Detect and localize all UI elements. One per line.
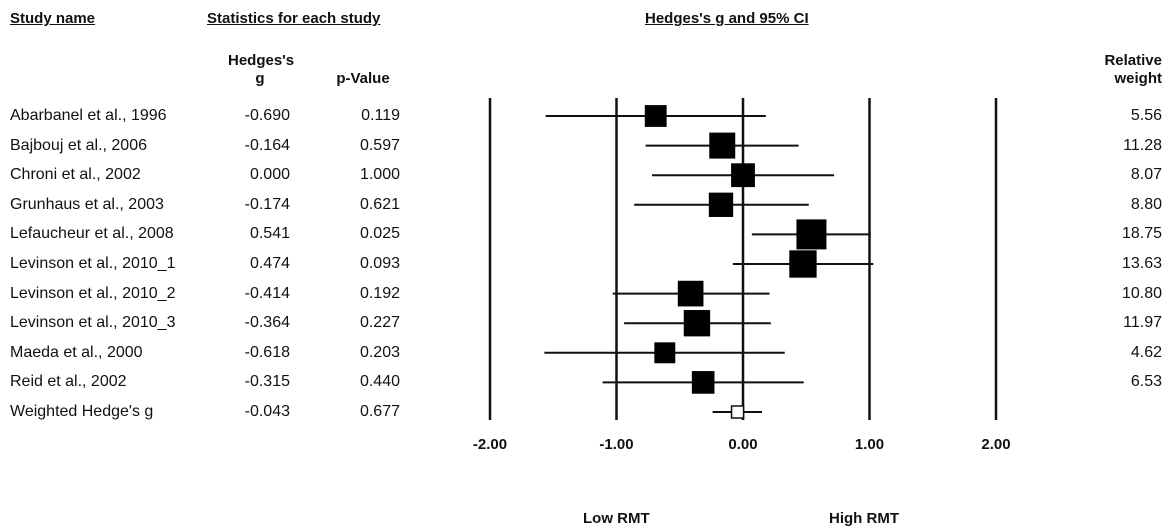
statistics-header: Statistics for each study — [207, 10, 381, 27]
p-value: 0.597 — [359, 136, 400, 154]
p-value: 0.025 — [359, 225, 400, 243]
relative-weight: 8.80 — [1130, 195, 1162, 213]
relative-weight-header-line1: Relative — [1104, 52, 1162, 69]
study-name: Reid et al., 2002 — [10, 373, 127, 391]
effect-size-marker — [644, 105, 667, 127]
study-name: Levinson et al., 2010_2 — [10, 284, 176, 302]
hedges-g-column-header: Hedges's g — [228, 52, 295, 88]
study-name: Maeda et al., 2000 — [10, 343, 143, 361]
relative-weight: 8.07 — [1130, 166, 1162, 184]
study-name: Grunhaus et al., 2003 — [10, 195, 164, 213]
hedges-g-value: -0.690 — [244, 107, 290, 124]
p-value-column-header: p-Value — [336, 70, 390, 87]
relative-weight: 4.62 — [1130, 343, 1162, 361]
hedges-g-header-line2: g — [255, 70, 265, 87]
study-name: Levinson et al., 2010_1 — [10, 255, 176, 272]
relative-weight: 13.63 — [1121, 255, 1162, 272]
effect-size-marker — [677, 280, 704, 307]
hedges-g-value: -0.618 — [244, 343, 290, 361]
x-tick-label: 1.00 — [855, 436, 884, 453]
effect-size-marker — [796, 219, 827, 250]
hedges-g-value: -0.315 — [244, 373, 290, 391]
plot-title: Hedges's g and 95% CI — [645, 10, 809, 27]
x-tick-label: -1.00 — [599, 436, 633, 453]
hedges-g-header-line1: Hedges's — [228, 52, 295, 69]
p-value: 0.621 — [359, 195, 400, 213]
x-tick-label: 0.00 — [728, 436, 757, 453]
hedges-g-value: 0.000 — [249, 166, 290, 184]
p-value: 0.440 — [359, 373, 400, 391]
x-tick-label: -2.00 — [473, 436, 507, 453]
relative-weight: 5.56 — [1130, 107, 1162, 124]
effect-size-marker — [731, 163, 755, 188]
study-name-header: Study name — [10, 10, 96, 27]
summary-effect-marker — [730, 405, 745, 419]
effect-size-marker — [691, 371, 715, 394]
effect-size-marker — [789, 250, 817, 278]
low-rmt-label: Low RMT — [583, 510, 650, 527]
p-value: 0.677 — [359, 403, 400, 420]
hedges-g-value: 0.541 — [249, 225, 290, 243]
effect-size-marker — [683, 310, 711, 337]
hedges-g-value: -0.364 — [244, 314, 290, 332]
hedges-g-value: -0.414 — [244, 284, 290, 302]
relative-weight: 11.97 — [1123, 314, 1162, 332]
x-tick-label: 2.00 — [981, 436, 1010, 453]
study-name: Abarbanel et al., 1996 — [10, 107, 167, 124]
study-name: Chroni et al., 2002 — [10, 166, 141, 184]
relative-weight: 11.28 — [1123, 136, 1162, 154]
hedges-g-value: -0.043 — [244, 403, 290, 420]
relative-weight-header-line2: weight — [1114, 70, 1163, 87]
p-value: 0.192 — [359, 284, 400, 302]
study-name: Bajbouj et al., 2006 — [10, 136, 147, 154]
study-name: Levinson et al., 2010_3 — [10, 314, 176, 332]
effect-size-marker — [654, 342, 676, 364]
relative-weight: 6.53 — [1130, 373, 1162, 391]
p-value: 0.203 — [359, 343, 400, 361]
hedges-g-value: -0.164 — [244, 136, 290, 154]
p-value: 0.119 — [361, 107, 400, 124]
relative-weight-column-header: Relative weight — [1080, 52, 1162, 88]
high-rmt-label: High RMT — [829, 510, 899, 527]
p-value: 0.093 — [359, 255, 400, 272]
relative-weight: 10.80 — [1121, 284, 1162, 302]
hedges-g-value: 0.474 — [249, 255, 290, 272]
effect-size-marker — [709, 132, 736, 159]
relative-weight: 18.75 — [1121, 225, 1162, 243]
p-value: 0.227 — [359, 314, 400, 332]
study-name: Weighted Hedge's g — [10, 403, 154, 420]
hedges-g-value: -0.174 — [244, 195, 290, 213]
p-value: 1.000 — [359, 166, 400, 184]
effect-size-marker — [708, 192, 734, 217]
study-name: Lefaucheur et al., 2008 — [10, 225, 174, 243]
